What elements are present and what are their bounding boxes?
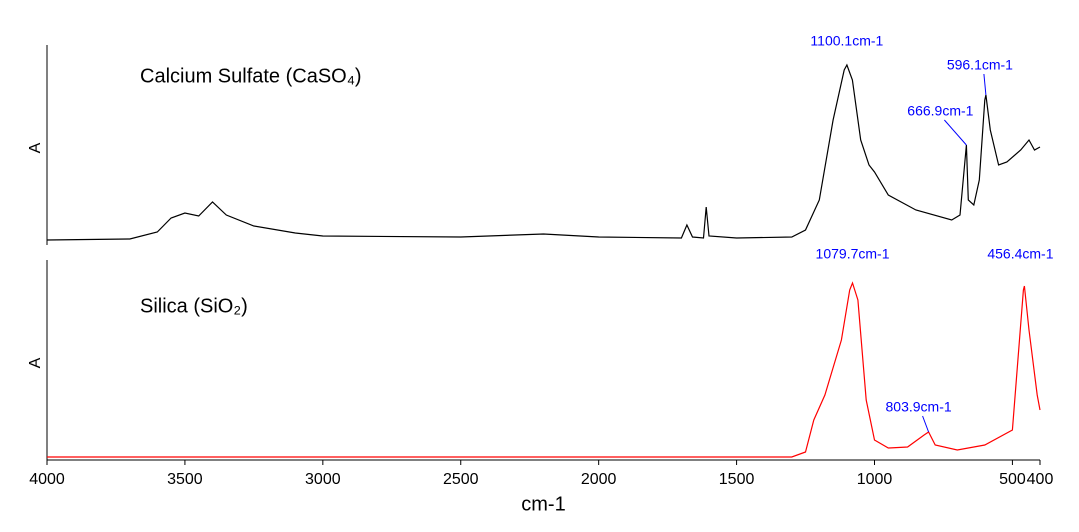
x-tick-label: 1000 <box>857 471 893 488</box>
panel-title: Calcium Sulfate (CaSO₄) <box>140 65 362 87</box>
x-tick-label: 3000 <box>305 471 341 488</box>
peak-leader <box>922 415 930 433</box>
y-axis-label: A <box>27 142 44 153</box>
spectrum-line <box>46 63 1041 241</box>
peak-label: 456.4cm-1 <box>987 246 1053 262</box>
peak-label: 1079.7cm-1 <box>816 246 890 262</box>
x-tick-label: 400 <box>1027 471 1054 488</box>
panel-title: Silica (SiO₂) <box>140 295 248 317</box>
peak-label: 666.9cm-1 <box>907 103 973 119</box>
spectrum-line <box>47 281 1041 458</box>
x-tick-label: 4000 <box>29 471 65 488</box>
x-tick-label: 2500 <box>443 471 479 488</box>
peak-leader <box>983 73 987 96</box>
peak-label: 596.1cm-1 <box>947 57 1013 73</box>
x-tick-label: 1500 <box>719 471 755 488</box>
x-axis-label: cm-1 <box>521 493 565 515</box>
x-tick-label: 3500 <box>167 471 203 488</box>
peak-leader <box>944 119 967 146</box>
peak-label: 803.9cm-1 <box>886 399 952 415</box>
y-axis-label: A <box>27 357 44 368</box>
x-tick-label: 2000 <box>581 471 617 488</box>
peak-label: 1100.1cm-1 <box>810 33 883 49</box>
x-tick-label: 500 <box>999 471 1026 488</box>
